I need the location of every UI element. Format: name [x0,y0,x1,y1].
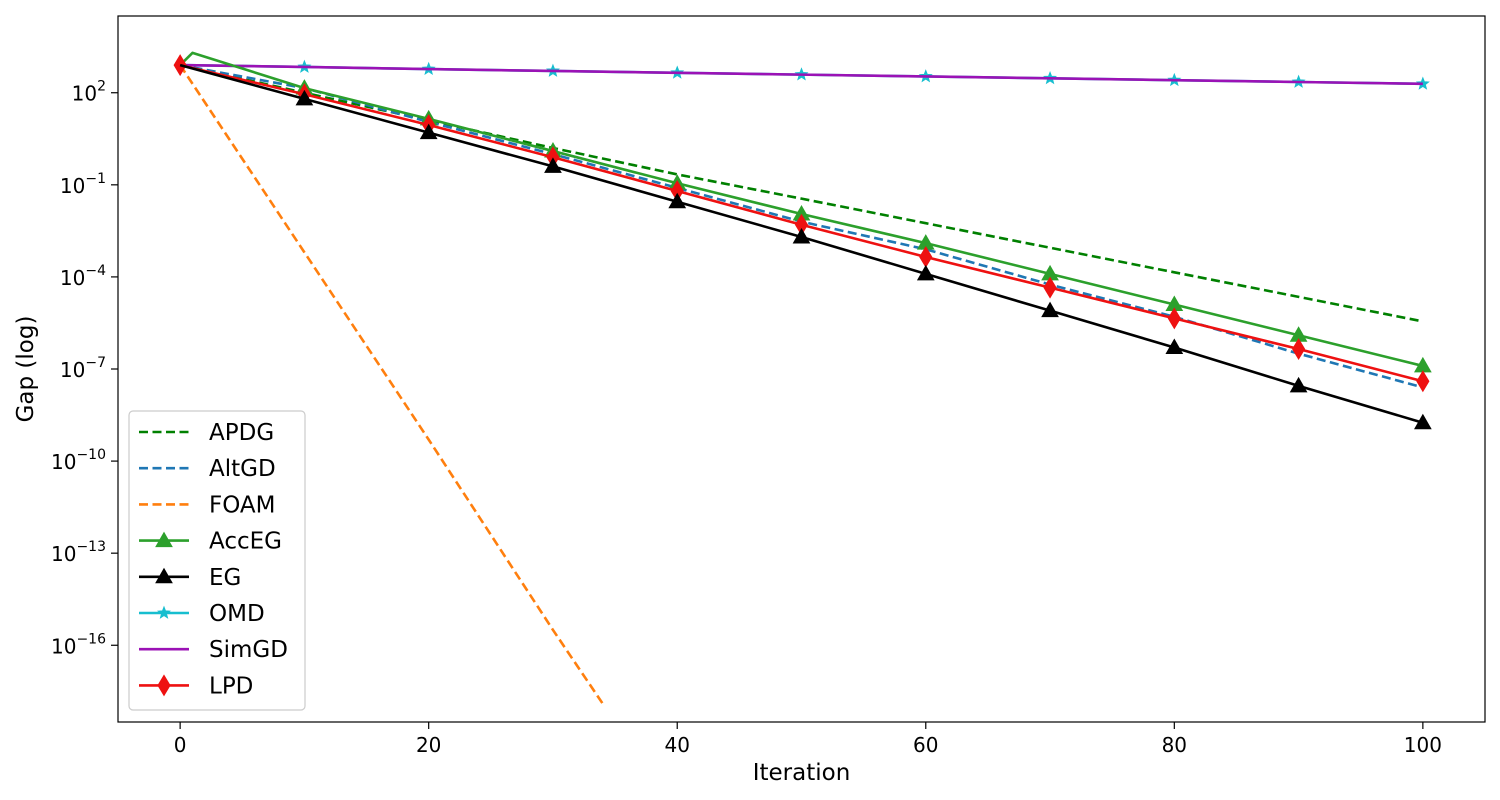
series-line-eg [179,63,1424,424]
series-group [173,51,1432,705]
series-line-apdg [179,63,1424,323]
series-point-eg [792,228,811,244]
y-tick-label: 10−4 [60,263,106,290]
y-tick-label: 10−10 [51,447,106,474]
series-point-lpd [1043,276,1057,299]
legend-label-altgd: AltGD [209,456,276,482]
plot-area [173,51,1432,705]
legend-label-simgd: SimGD [209,637,288,663]
series-line-acceg [179,51,1424,368]
y-axis-label: Gap (log) [13,316,39,423]
series-line-foam [179,64,604,705]
axes: 0 20 40 60 80 100 102 10−1 10−4 10−7 10−10 10−13 10−… [51,15,1486,757]
series-point-eg [1414,413,1432,430]
legend-marker-omd [157,605,171,619]
y-tick-label: 10−7 [60,355,106,382]
legend-box [128,410,306,711]
series-point-lpd [1416,370,1430,393]
series-point-eg [544,157,562,173]
series-point-eg [295,89,314,106]
y-tick-label: 10−13 [51,539,106,566]
legend-label-lpd: LPD [209,673,253,699]
series-point-lpd [173,54,187,77]
series-point-eg [1165,338,1184,355]
series-point-eg [916,264,935,281]
series-point-eg [668,192,687,209]
legend: APDG AltGD FOAM AccEG EG OMD SimGD LPD [128,410,306,711]
y-tick-label: 102 [72,79,106,106]
x-tick-label: 100 [1404,733,1442,757]
series-line-simgd [180,63,1423,86]
x-axis-label: Iteration [753,760,851,786]
y-tick-label: 10−1 [60,171,106,198]
legend-marker-lpd [157,674,171,697]
x-tick-label: 80 [1162,733,1187,757]
axes-frame [117,15,1486,723]
legend-label-acceg: AccEG [209,529,282,555]
series-point-lpd [1292,338,1306,361]
x-tick-label: 0 [174,733,187,757]
series-point-lpd [1167,307,1181,330]
x-tick-label: 60 [913,733,938,757]
y-tick-label: 10−16 [51,631,106,658]
legend-label-omd: OMD [209,601,265,627]
series-point-eg [419,123,438,140]
series-point-eg [1041,301,1059,318]
x-tick-label: 40 [665,733,690,757]
legend-label-foam: FOAM [209,492,276,518]
legend-marker-acceg [155,531,173,548]
series-point-eg [1289,376,1308,393]
legend-label-apdg: APDG [209,420,274,446]
x-tick-label: 20 [416,733,441,757]
legend-marker-eg [155,567,173,584]
legend-label-eg: EG [209,565,241,591]
